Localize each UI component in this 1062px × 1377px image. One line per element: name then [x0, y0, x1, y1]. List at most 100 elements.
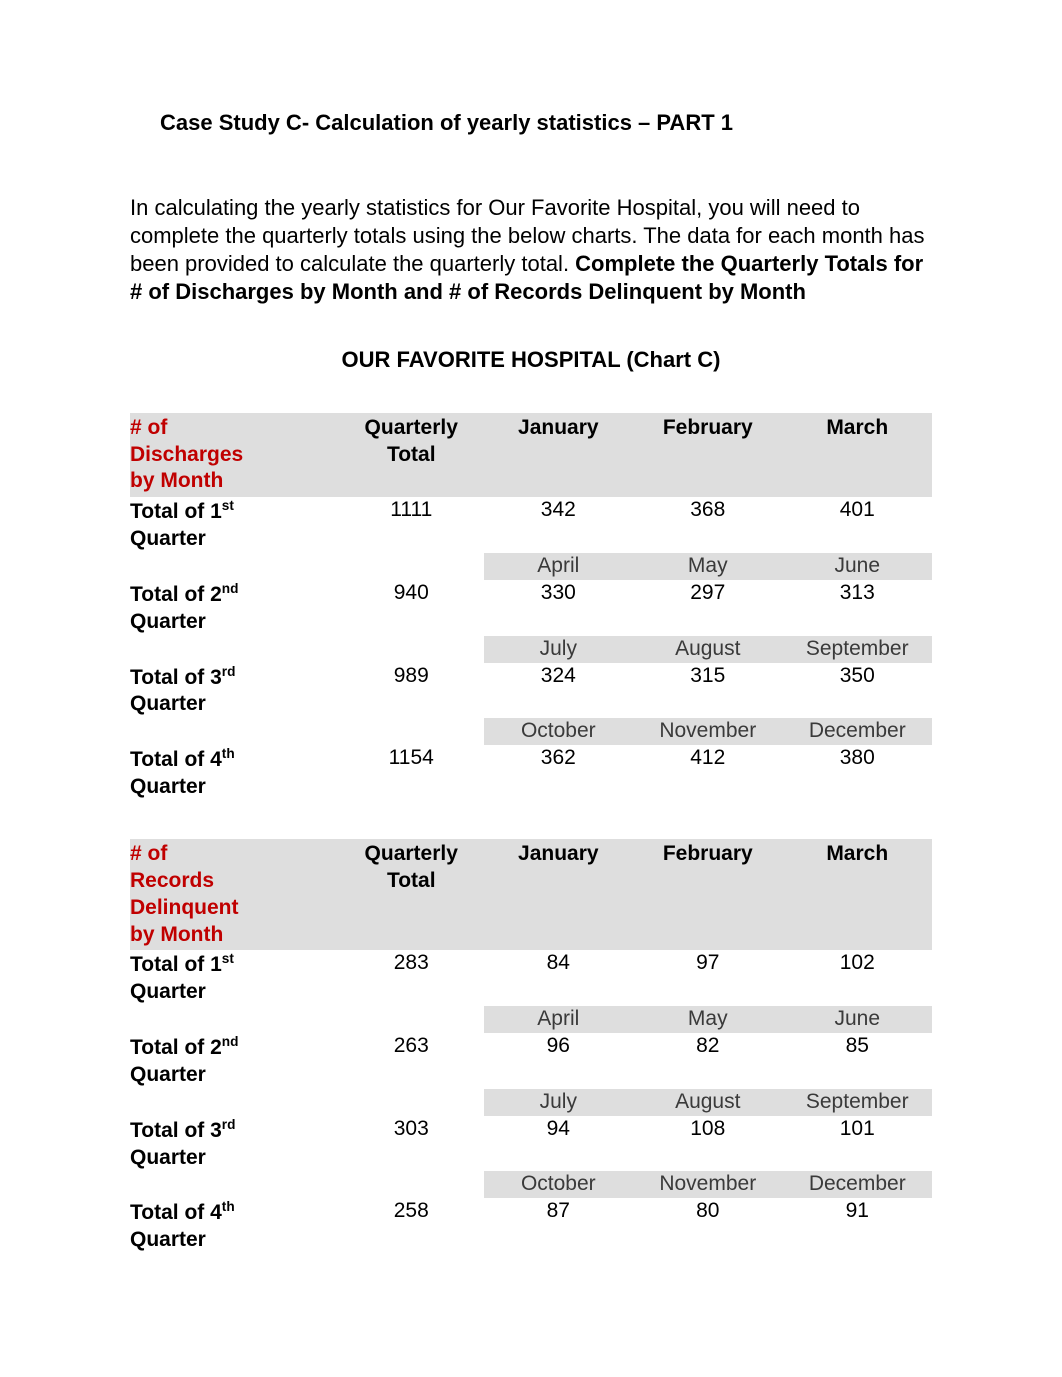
quarterly-total: 263: [339, 1033, 484, 1089]
table-header-month: January: [484, 413, 633, 498]
empty-cell: [339, 1089, 484, 1116]
month-subheader: June: [783, 553, 933, 580]
month-subheader: June: [783, 1006, 933, 1033]
month-value: 94: [484, 1116, 633, 1172]
month-value: 362: [484, 745, 633, 801]
month-subheader: April: [484, 1006, 633, 1033]
quarterly-total: 940: [339, 580, 484, 636]
tables-container: # ofDischargesby MonthQuarterlyTotalJanu…: [130, 413, 932, 1254]
chart-title: OUR FAVORITE HOSPITAL (Chart C): [130, 347, 932, 373]
table-header-quarterly: QuarterlyTotal: [339, 839, 484, 951]
month-value: 108: [633, 1116, 782, 1172]
month-value: 82: [633, 1033, 782, 1089]
table-row: Total of 3rdQuarter989324315350: [130, 663, 932, 719]
table-header-month: March: [783, 413, 933, 498]
quarterly-total: 283: [339, 950, 484, 1006]
table-header-month: January: [484, 839, 633, 951]
month-subheader: May: [633, 1006, 782, 1033]
month-subheader: November: [633, 1171, 782, 1198]
month-value: 330: [484, 580, 633, 636]
table-header-quarterly: QuarterlyTotal: [339, 413, 484, 498]
month-subheader-row: OctoberNovemberDecember: [130, 1171, 932, 1198]
month-value: 380: [783, 745, 933, 801]
quarterly-total: 303: [339, 1116, 484, 1172]
quarterly-total: 989: [339, 663, 484, 719]
month-value: 315: [633, 663, 782, 719]
month-value: 102: [783, 950, 933, 1006]
month-value: 97: [633, 950, 782, 1006]
month-subheader: December: [783, 1171, 933, 1198]
month-subheader: August: [633, 636, 782, 663]
quarterly-total: 258: [339, 1198, 484, 1254]
document-page: Case Study C- Calculation of yearly stat…: [0, 0, 1062, 1377]
empty-cell: [339, 1006, 484, 1033]
quarter-label: Total of 2ndQuarter: [130, 1033, 339, 1089]
page-title: Case Study C- Calculation of yearly stat…: [160, 110, 932, 136]
empty-cell: [130, 1006, 339, 1033]
month-subheader-row: AprilMayJune: [130, 1006, 932, 1033]
table-header-label: # ofRecordsDelinquentby Month: [130, 839, 339, 951]
month-subheader: August: [633, 1089, 782, 1116]
month-value: 84: [484, 950, 633, 1006]
empty-cell: [130, 1171, 339, 1198]
table-header-label: # ofDischargesby Month: [130, 413, 339, 498]
table-row: Total of 3rdQuarter30394108101: [130, 1116, 932, 1172]
month-value: 91: [783, 1198, 933, 1254]
quarter-label: Total of 2ndQuarter: [130, 580, 339, 636]
table-row: Total of 2ndQuarter940330297313: [130, 580, 932, 636]
month-subheader: July: [484, 636, 633, 663]
month-value: 401: [783, 497, 933, 553]
table-header-month: February: [633, 839, 782, 951]
month-value: 313: [783, 580, 933, 636]
month-subheader-row: JulyAugustSeptember: [130, 1089, 932, 1116]
empty-cell: [130, 553, 339, 580]
table-row: Total of 4thQuarter1154362412380: [130, 745, 932, 801]
month-value: 101: [783, 1116, 933, 1172]
month-value: 87: [484, 1198, 633, 1254]
table-header-row: # ofRecordsDelinquentby MonthQuarterlyTo…: [130, 839, 932, 951]
month-value: 368: [633, 497, 782, 553]
table-row: Total of 4thQuarter258878091: [130, 1198, 932, 1254]
quarter-label: Total of 1stQuarter: [130, 950, 339, 1006]
month-value: 80: [633, 1198, 782, 1254]
empty-cell: [339, 1171, 484, 1198]
table-header-row: # ofDischargesby MonthQuarterlyTotalJanu…: [130, 413, 932, 498]
data-table: # ofDischargesby MonthQuarterlyTotalJanu…: [130, 413, 932, 801]
table-header-month: March: [783, 839, 933, 951]
table-row: Total of 1stQuarter1111342368401: [130, 497, 932, 553]
month-value: 324: [484, 663, 633, 719]
empty-cell: [130, 636, 339, 663]
intro-paragraph: In calculating the yearly statistics for…: [130, 194, 932, 307]
quarter-label: Total of 4thQuarter: [130, 745, 339, 801]
month-subheader: May: [633, 553, 782, 580]
empty-cell: [130, 1089, 339, 1116]
month-subheader: November: [633, 718, 782, 745]
quarter-label: Total of 3rdQuarter: [130, 663, 339, 719]
empty-cell: [130, 718, 339, 745]
table-header-month: February: [633, 413, 782, 498]
month-value: 350: [783, 663, 933, 719]
table-row: Total of 1stQuarter2838497102: [130, 950, 932, 1006]
month-value: 412: [633, 745, 782, 801]
quarter-label: Total of 3rdQuarter: [130, 1116, 339, 1172]
month-subheader-row: AprilMayJune: [130, 553, 932, 580]
quarter-label: Total of 1stQuarter: [130, 497, 339, 553]
quarter-label: Total of 4thQuarter: [130, 1198, 339, 1254]
month-value: 297: [633, 580, 782, 636]
month-value: 96: [484, 1033, 633, 1089]
empty-cell: [339, 718, 484, 745]
month-subheader-row: OctoberNovemberDecember: [130, 718, 932, 745]
data-table: # ofRecordsDelinquentby MonthQuarterlyTo…: [130, 839, 932, 1254]
month-subheader: April: [484, 553, 633, 580]
month-subheader: September: [783, 636, 933, 663]
month-subheader: October: [484, 718, 633, 745]
month-value: 342: [484, 497, 633, 553]
month-subheader: October: [484, 1171, 633, 1198]
quarterly-total: 1154: [339, 745, 484, 801]
month-subheader: December: [783, 718, 933, 745]
empty-cell: [339, 636, 484, 663]
quarterly-total: 1111: [339, 497, 484, 553]
empty-cell: [339, 553, 484, 580]
table-row: Total of 2ndQuarter263968285: [130, 1033, 932, 1089]
month-subheader: September: [783, 1089, 933, 1116]
